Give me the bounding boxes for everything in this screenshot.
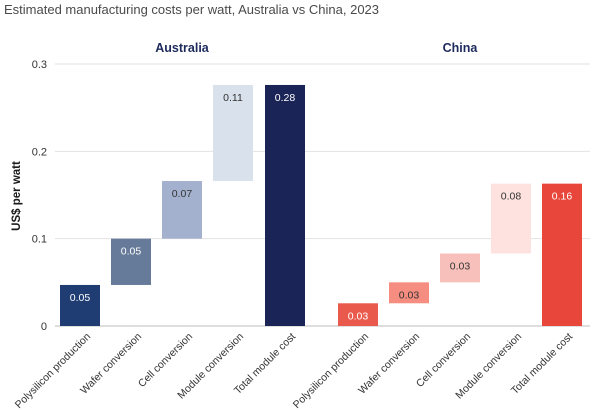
bar	[338, 303, 378, 326]
data-label: 0.08	[501, 191, 522, 203]
y-tick-label: 0	[41, 321, 47, 333]
bar	[389, 282, 429, 304]
data-label: 0.05	[121, 246, 142, 258]
bar	[491, 183, 531, 254]
data-label: 0.11	[223, 92, 243, 104]
data-label: 0.03	[450, 261, 471, 273]
bar	[60, 284, 100, 326]
y-tick-label: 0.3	[32, 59, 47, 71]
panel-title: Australia	[155, 41, 210, 55]
panel-title: China	[443, 41, 479, 55]
bar	[440, 253, 480, 283]
chart-title: Estimated manufacturing costs per watt, …	[4, 2, 379, 17]
y-tick-label: 0.1	[32, 234, 47, 246]
bar	[213, 84, 253, 182]
bar	[542, 183, 582, 326]
category-label: Polysilicon production	[13, 331, 93, 411]
bar	[162, 181, 202, 239]
y-axis-label: US$ per watt	[11, 161, 23, 231]
data-label: 0.03	[348, 310, 369, 322]
bar	[111, 238, 151, 285]
data-label: 0.03	[399, 289, 420, 301]
y-tick-label: 0.2	[32, 146, 47, 158]
data-label: 0.05	[70, 292, 91, 304]
data-label: 0.28	[275, 92, 296, 104]
category-label: Polysilicon production	[291, 331, 371, 411]
data-label: 0.16	[552, 191, 573, 203]
y-axis: 0 0.1 0.2 0.3	[32, 59, 47, 333]
bar	[265, 84, 305, 327]
data-label: 0.07	[172, 188, 193, 200]
